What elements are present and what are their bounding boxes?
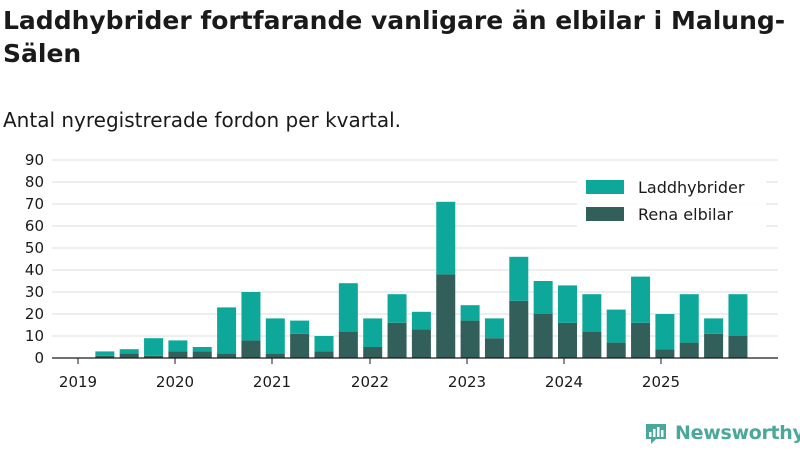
bar-rena-elbilar-2023-q1 <box>460 320 480 358</box>
legend-label-laddhybrider: Laddhybrider <box>638 178 745 197</box>
y-tick-label: 50 <box>25 239 44 257</box>
bar-laddhybrider-2023-q4 <box>533 281 553 314</box>
y-tick-label: 90 <box>25 151 44 169</box>
bar-rena-elbilar-2025-q4 <box>728 336 748 358</box>
bar-rena-elbilar-2022-q3 <box>411 329 431 358</box>
bar-rena-elbilar-2021-q4 <box>338 331 358 358</box>
x-tick-label: 2024 <box>545 373 583 391</box>
bar-rena-elbilar-2025-q3 <box>704 333 724 358</box>
bar-rena-elbilar-2024-q4 <box>631 322 651 358</box>
x-tick-label: 2023 <box>448 373 486 391</box>
bar-laddhybrider-2025-q3 <box>704 318 724 334</box>
bar-laddhybrider-2021-q3 <box>314 336 334 352</box>
bar-laddhybrider-2025-q2 <box>679 294 699 343</box>
bar-rena-elbilar-2025-q1 <box>655 349 675 358</box>
x-axis: 2019 2020 2021 2022 2023 2024 2025 <box>52 357 778 391</box>
newsworthy-logo: Newsworthy <box>644 421 800 445</box>
bar-rena-elbilar-2024-q3 <box>606 342 626 358</box>
bar-laddhybrider-2022-q4 <box>436 201 456 275</box>
legend-swatch-laddhybrider <box>586 180 624 194</box>
x-tick-label: 2025 <box>642 373 680 391</box>
bar-laddhybrider-2019-q3 <box>119 349 139 354</box>
x-tick-label: 2019 <box>59 373 97 391</box>
bar-rena-elbilar-2020-q2 <box>192 351 212 358</box>
bar-rena-elbilar-2025-q2 <box>679 342 699 358</box>
bar-laddhybrider-2025-q4 <box>728 294 748 336</box>
bar-rena-elbilar-2022-q4 <box>436 274 456 358</box>
bar-rena-elbilar-2022-q1 <box>363 347 383 358</box>
chart-subtitle: Antal nyregistrerade fordon per kvartal. <box>3 108 402 132</box>
legend-swatch-rena-elbilar <box>586 207 624 221</box>
bar-rena-elbilar-2021-q2 <box>290 333 310 358</box>
bar-rena-elbilar-2023-q4 <box>533 314 553 358</box>
y-tick-label: 60 <box>25 217 44 235</box>
bar-laddhybrider-2020-q1 <box>168 340 188 352</box>
bar-rena-elbilar-2023-q3 <box>509 300 529 358</box>
bar-rena-elbilar-2022-q2 <box>387 322 407 358</box>
bar-laddhybrider-2020-q2 <box>192 347 212 352</box>
bar-rena-elbilar-2020-q1 <box>168 351 188 358</box>
bar-laddhybrider-2023-q1 <box>460 305 480 321</box>
bar-rena-elbilar-2019-q3 <box>119 353 139 358</box>
bar-laddhybrider-2022-q1 <box>363 318 383 347</box>
newsworthy-logo-icon <box>646 424 666 444</box>
y-tick-label: 40 <box>25 261 44 279</box>
y-tick-label: 20 <box>25 305 44 323</box>
bar-rena-elbilar-2023-q2 <box>484 338 504 358</box>
bar-laddhybrider-2021-q2 <box>290 320 310 334</box>
bar-laddhybrider-2021-q4 <box>338 283 358 332</box>
bar-laddhybrider-2024-q3 <box>606 309 626 343</box>
bar-rena-elbilar-2024-q1 <box>558 322 577 358</box>
bar-laddhybrider-2024-q4 <box>631 276 651 323</box>
bar-rena-elbilar-2020-q4 <box>241 340 261 358</box>
y-tick-label: 30 <box>25 283 44 301</box>
bar-laddhybrider-2023-q3 <box>509 256 529 301</box>
legend: Laddhybrider Rena elbilar <box>577 173 766 229</box>
newsworthy-logo-text: Newsworthy <box>675 422 800 444</box>
bar-rena-elbilar-2019-q4 <box>144 355 164 358</box>
y-tick-label: 80 <box>25 173 44 191</box>
x-tick-label: 2020 <box>156 373 194 391</box>
bar-laddhybrider-2022-q3 <box>411 311 431 330</box>
bar-laddhybrider-2025-q1 <box>655 314 675 350</box>
bar-rena-elbilar-2021-q1 <box>265 353 285 358</box>
chart-title: Laddhybrider fortfarande vanligare än el… <box>3 6 786 68</box>
y-axis: 0 10 20 30 40 50 60 70 80 90 <box>25 151 44 367</box>
x-tick-label: 2021 <box>253 373 291 391</box>
bar-laddhybrider-2022-q2 <box>387 294 407 323</box>
x-tick-label: 2022 <box>351 373 389 391</box>
bar-laddhybrider-2021-q1 <box>265 318 285 354</box>
bar-laddhybrider-2024-q1 <box>558 285 577 323</box>
bar-rena-elbilar-2020-q3 <box>217 353 237 358</box>
bar-laddhybrider-2019-q4 <box>144 338 164 356</box>
bar-rena-elbilar-2024-q2 <box>582 331 602 358</box>
y-tick-label: 70 <box>25 195 44 213</box>
bar-laddhybrider-2020-q3 <box>217 307 237 354</box>
y-tick-label: 0 <box>34 349 44 367</box>
bar-rena-elbilar-2019-q2 <box>95 355 115 358</box>
bar-laddhybrider-2023-q2 <box>484 318 504 339</box>
bar-laddhybrider-2019-q2 <box>95 351 115 356</box>
bar-rena-elbilar-2021-q3 <box>314 351 334 358</box>
bar-laddhybrider-2024-q2 <box>582 294 602 332</box>
legend-label-rena-elbilar: Rena elbilar <box>638 205 733 224</box>
bars <box>95 201 748 358</box>
y-tick-label: 10 <box>25 327 44 345</box>
bar-laddhybrider-2020-q4 <box>241 292 261 341</box>
